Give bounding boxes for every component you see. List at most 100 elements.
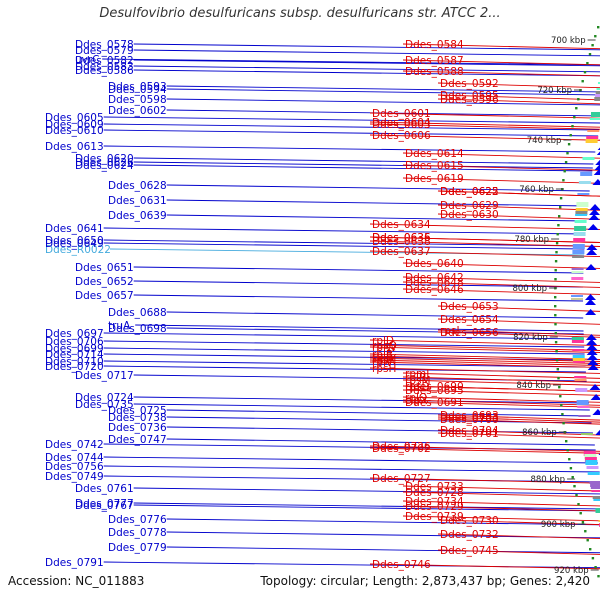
gene-label[interactable]: Ddes_0733 <box>405 481 464 493</box>
gene-label[interactable]: rplR <box>405 372 426 384</box>
gene-label[interactable]: Ddes_0626 <box>75 157 134 169</box>
gene-label[interactable]: rpsM <box>405 375 431 387</box>
gene-label[interactable]: rpsN <box>372 355 396 367</box>
gene-label[interactable]: Ddes_0613 <box>45 141 104 153</box>
gene-label[interactable]: Ddes_0635 <box>372 232 431 244</box>
gene-label[interactable]: Ddes_0622 <box>440 186 499 198</box>
gene-label[interactable]: Ddes_0640 <box>405 258 464 270</box>
gene-label[interactable]: Ddes_0738 <box>108 412 167 424</box>
gene-label[interactable]: Ddes_0609 <box>45 119 104 131</box>
gene-label[interactable]: Ddes_0736 <box>108 422 167 434</box>
gene-label[interactable]: Ddes_0579 <box>75 45 134 57</box>
gene-label[interactable]: rplV <box>372 357 394 369</box>
gene-label[interactable]: Ddes_0584 <box>405 39 464 51</box>
gene-label[interactable]: Ddes_0776 <box>108 514 167 526</box>
gene-label[interactable]: Ddes_0604 <box>372 117 431 129</box>
gene-label[interactable]: Ddes_0791 <box>45 557 104 569</box>
gene-label[interactable]: secY <box>372 353 397 365</box>
gene-label[interactable]: rpsD <box>405 381 430 393</box>
gene-label[interactable]: Ddes_0624 <box>75 160 134 172</box>
gene-label[interactable]: Ddes_0739 <box>405 511 464 523</box>
gene-label[interactable]: rplW <box>372 342 397 354</box>
gene-label[interactable]: Ddes_0646 <box>405 284 464 296</box>
gene-label[interactable]: Ddes_0749 <box>45 471 104 483</box>
gene-label[interactable]: Ddes_0602 <box>108 105 167 117</box>
gene-label[interactable]: rpsJ <box>440 325 460 337</box>
gene-label[interactable]: Ddes_0578 <box>75 39 134 51</box>
gene-label[interactable]: Ddes_0706 <box>45 336 104 348</box>
gene-label[interactable]: Ddes_0651 <box>75 262 134 274</box>
gene-label[interactable]: Ddes_0583 <box>75 61 134 73</box>
gene-label[interactable]: rpmJ <box>405 368 429 380</box>
gene-label[interactable]: Ddes_0610 <box>45 125 104 137</box>
gene-label[interactable]: Ddes_0699 <box>45 343 104 355</box>
gene-label[interactable]: Ddes_0725 <box>108 405 167 417</box>
gene-label[interactable]: Ddes_R0022 <box>45 244 111 256</box>
gene-label[interactable]: Ddes_0642 <box>405 272 464 284</box>
gene-label[interactable]: Ddes_0730 <box>440 515 499 527</box>
gene-label[interactable]: Ddes_0756 <box>45 461 104 473</box>
gene-label[interactable]: Ddes_0593 <box>108 81 167 93</box>
gene-label[interactable]: Ddes_0592 <box>440 78 499 90</box>
gene-label[interactable]: Ddes_0717 <box>75 370 134 382</box>
gene-label[interactable]: Ddes_0701 <box>440 428 499 440</box>
gene-label[interactable]: rplB <box>372 349 393 361</box>
gene-label[interactable]: Ddes_0724 <box>75 392 134 404</box>
gene-label[interactable]: Ddes_0779 <box>108 542 167 554</box>
gene-label[interactable]: Ddes_0728 <box>405 487 464 499</box>
gene-label[interactable]: Ddes_0636 <box>372 232 431 244</box>
gene-label[interactable]: Ddes_0700 <box>440 414 499 426</box>
gene-label[interactable]: Ddes_0582 <box>75 55 134 67</box>
gene-label[interactable]: Ddes_0620 <box>75 153 134 165</box>
gene-label[interactable]: Ddes_0634 <box>372 219 431 231</box>
gene-label[interactable]: Ddes_0735 <box>75 399 134 411</box>
gene-label[interactable]: Ddes_0594 <box>108 84 167 96</box>
gene-label[interactable]: Ddes_0586 <box>75 65 134 77</box>
gene-label[interactable]: Ddes_0630 <box>440 209 499 221</box>
gene-label[interactable]: Ddes_0654 <box>440 314 499 326</box>
gene-label[interactable]: Ddes_0714 <box>45 349 104 361</box>
gene-label[interactable]: rpsQ <box>372 340 397 352</box>
gene-label[interactable]: rplE <box>372 351 393 363</box>
gene-label[interactable]: Ddes_0638 <box>372 236 431 248</box>
gene-label[interactable]: Ddes_0614 <box>405 148 464 160</box>
gene-label[interactable]: Ddes_0703 <box>440 412 499 424</box>
gene-label[interactable]: Ddes_0746 <box>372 559 431 571</box>
gene-label[interactable]: Ddes_0744 <box>45 452 104 464</box>
gene-label[interactable]: Ddes_0720 <box>45 361 104 373</box>
gene-label[interactable]: Ddes_0761 <box>75 483 134 495</box>
gene-label[interactable]: Ddes_0697 <box>45 328 104 340</box>
gene-label[interactable]: Ddes_0588 <box>405 66 464 78</box>
gene-label[interactable]: Ddes_0629 <box>440 200 499 212</box>
gene-label[interactable]: Ddes_0631 <box>108 195 167 207</box>
gene-label[interactable]: Ddes_0777 <box>75 498 134 510</box>
gene-label[interactable]: Ddes_0606 <box>372 130 431 142</box>
gene-label[interactable]: Ddes_0734 <box>405 496 464 508</box>
gene-label[interactable]: Ddes_0637 <box>372 246 431 258</box>
gene-label[interactable]: Ddes_0601 <box>372 108 431 120</box>
gene-label[interactable]: Ddes_0767 <box>75 500 134 512</box>
gene-label[interactable]: Ddes_0656 <box>440 327 499 339</box>
gene-label[interactable]: Ddes_0691 <box>405 397 464 409</box>
gene-label[interactable]: Ddes_0695 <box>405 385 464 397</box>
gene-label[interactable]: Ddes_0596 <box>440 94 499 106</box>
gene-label[interactable]: clpX <box>405 395 428 407</box>
gene-label[interactable]: Ddes_0605 <box>45 112 104 124</box>
gene-label[interactable]: Ddes_0619 <box>405 173 464 185</box>
gene-label[interactable]: Ddes_0653 <box>440 301 499 313</box>
gene-label[interactable]: Ddes_0652 <box>75 276 134 288</box>
gene-label[interactable]: rpsH <box>372 363 396 375</box>
gene-label[interactable]: Ddes_0729 <box>405 501 464 513</box>
gene-label[interactable]: Ddes_0690 <box>405 381 464 393</box>
gene-label[interactable]: Ddes_0688 <box>108 307 167 319</box>
gene-label[interactable]: Ddes_0704 <box>440 425 499 437</box>
gene-label[interactable]: Ddes_0598 <box>108 94 167 106</box>
gene-label[interactable]: rplD <box>372 335 394 347</box>
gene-label[interactable]: Ddes_0628 <box>108 180 167 192</box>
gene-label[interactable]: Ddes_0732 <box>440 529 499 541</box>
gene-label[interactable]: Ddes_0747 <box>108 434 167 446</box>
gene-label[interactable]: Ddes_0693 <box>440 410 499 422</box>
gene-label[interactable]: rplQ <box>405 392 427 404</box>
gene-label[interactable]: Ddes_0702 <box>372 443 431 455</box>
gene-label[interactable]: Ddes_0603 <box>372 119 431 131</box>
